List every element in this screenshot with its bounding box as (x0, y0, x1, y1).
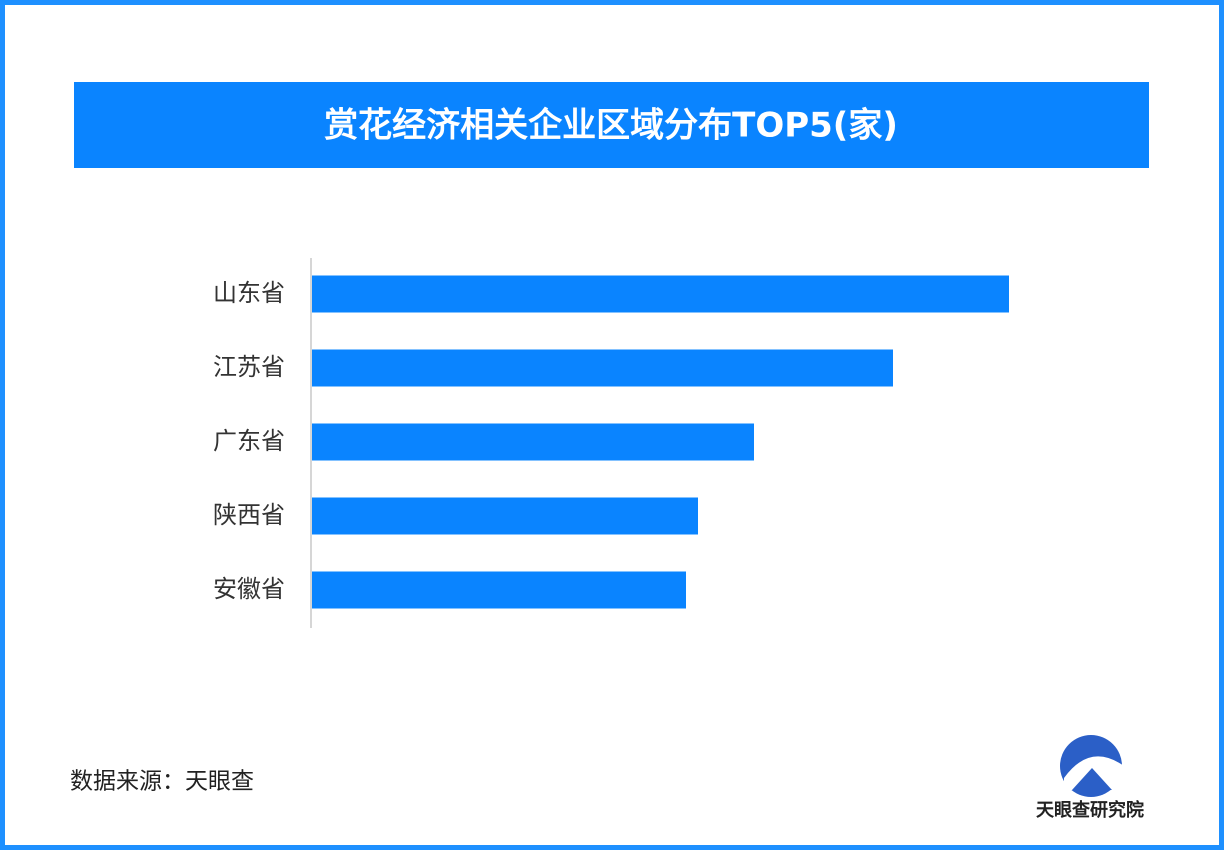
y-tick-label: 陕西省 (213, 501, 285, 529)
source-note: 数据来源：天眼查 (70, 769, 254, 795)
logo-icon (1060, 735, 1124, 797)
bar (312, 497, 698, 535)
title-bar (74, 82, 1149, 168)
y-tick-label: 安徽省 (213, 575, 285, 603)
chart-title: 赏花经济相关企业区域分布TOP5(家) (324, 106, 898, 146)
bar (312, 423, 754, 461)
y-tick-label: 山东省 (213, 279, 285, 307)
bar (312, 349, 893, 387)
logo-text: 天眼查研究院 (1036, 799, 1144, 821)
y-tick-label: 广东省 (213, 427, 285, 455)
bar (312, 571, 686, 609)
bar (312, 275, 1009, 313)
y-tick-label: 江苏省 (213, 353, 285, 381)
